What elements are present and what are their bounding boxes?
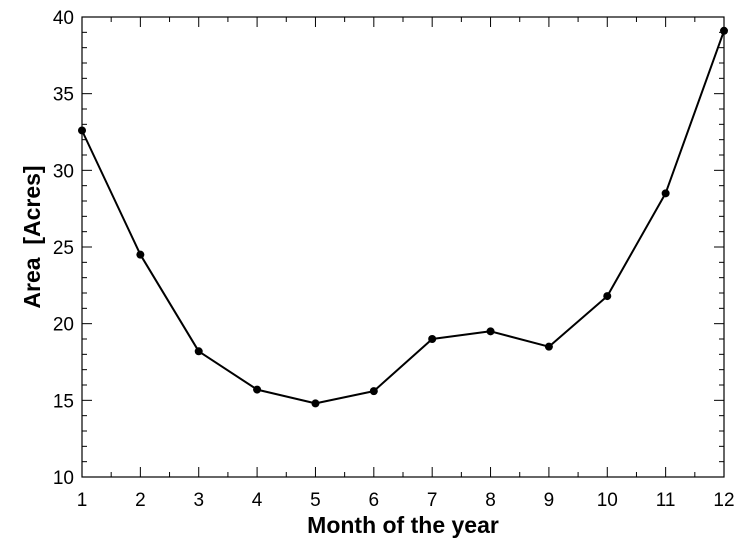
x-tick-label: 10 xyxy=(597,490,618,511)
data-point xyxy=(603,292,612,301)
y-axis-title: Area [Acres] xyxy=(19,165,45,308)
y-tick-label: 20 xyxy=(53,315,74,336)
data-point xyxy=(720,26,728,35)
series-line xyxy=(81,30,725,405)
data-point xyxy=(428,335,437,343)
x-tick-label: 5 xyxy=(310,490,321,511)
data-point xyxy=(661,189,670,198)
x-axis-title: Month of the year xyxy=(307,512,499,538)
y-tick-label: 25 xyxy=(53,238,74,259)
x-tick-label: 8 xyxy=(485,490,496,511)
x-tick-label: 9 xyxy=(544,490,555,511)
series-group xyxy=(78,26,728,408)
x-tick-label: 2 xyxy=(135,490,146,511)
y-tick-label: 30 xyxy=(53,161,74,182)
plot-frame-group xyxy=(81,16,725,478)
x-tick-label: 11 xyxy=(656,490,676,511)
ticks-group xyxy=(81,16,725,478)
data-point xyxy=(136,250,145,259)
y-tick-label: 10 xyxy=(53,468,74,489)
y-tick-label: 35 xyxy=(53,85,74,106)
data-point xyxy=(311,399,320,408)
x-tick-label: 7 xyxy=(427,490,438,511)
x-tick-label: 12 xyxy=(713,490,734,511)
x-tick-label: 1 xyxy=(77,490,88,511)
data-point xyxy=(369,387,378,396)
y-tick-labels: 10 15 20 25 30 35 40 xyxy=(53,8,74,489)
data-point xyxy=(78,126,86,135)
data-point xyxy=(544,342,553,351)
x-tick-label: 3 xyxy=(193,490,204,511)
y-tick-label: 40 xyxy=(53,8,74,29)
x-tick-label: 4 xyxy=(252,490,263,511)
data-point xyxy=(194,347,203,356)
x-tick-labels: 1 2 3 4 5 6 7 8 9 10 11 12 xyxy=(77,490,735,511)
x-tick-label: 6 xyxy=(369,490,380,511)
plot-frame xyxy=(81,16,725,478)
y-tick-label: 15 xyxy=(53,391,74,412)
data-point xyxy=(486,327,495,336)
data-point xyxy=(253,385,262,394)
